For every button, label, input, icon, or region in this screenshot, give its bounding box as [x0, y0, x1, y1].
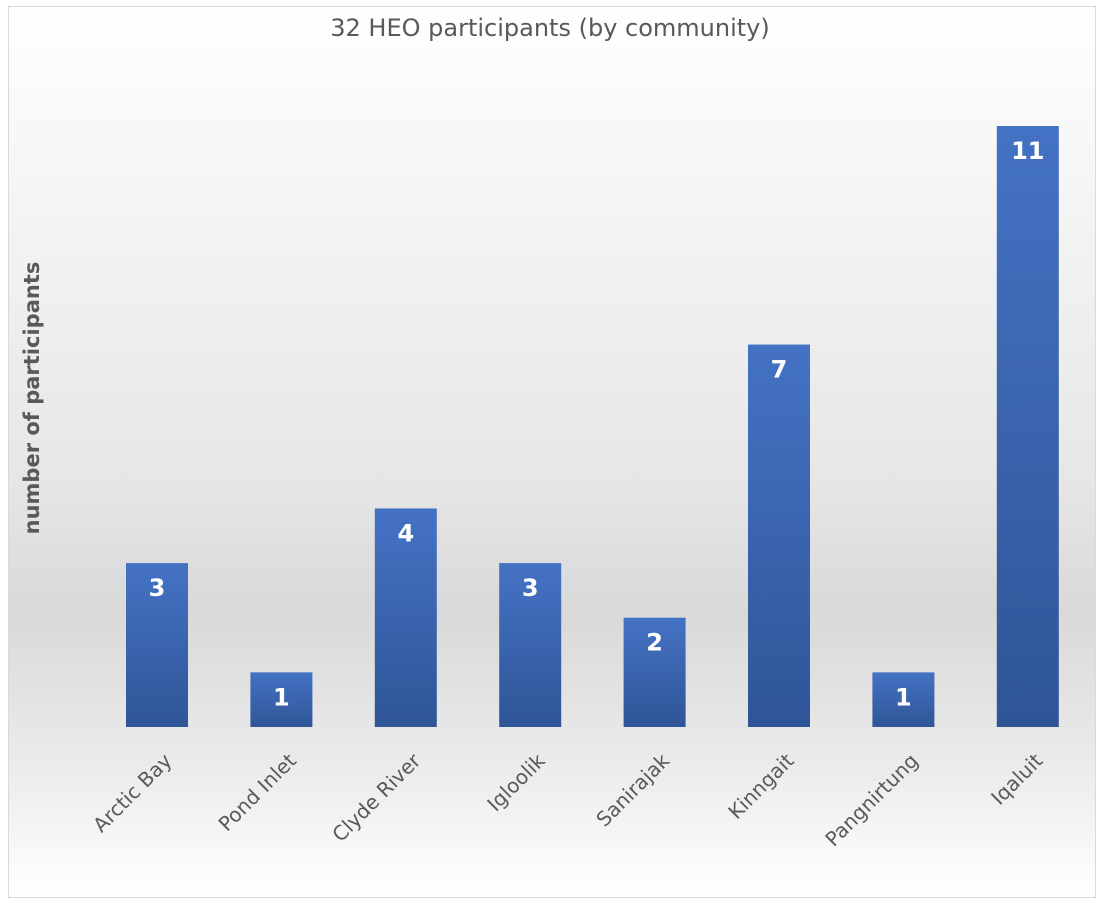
x-tick-label: Iqaluit — [986, 748, 1047, 809]
data-label: 1 — [273, 683, 290, 711]
x-tick-label: Pond Inlet — [214, 748, 302, 836]
bar-pangnirtung — [872, 672, 935, 727]
bar-igloolik — [499, 563, 562, 727]
x-tick-label: Sanirajak — [591, 748, 674, 831]
bar-clyde-river — [374, 508, 437, 727]
x-tick-label: Pangnirtung — [820, 749, 923, 852]
data-label: 1 — [895, 683, 912, 711]
bar-kinngait — [748, 344, 810, 727]
x-tick-label: Kinngait — [723, 748, 798, 823]
data-label: 3 — [522, 574, 539, 602]
x-tick-label: Arctic Bay — [88, 748, 177, 837]
x-tick-label: Igloolik — [482, 748, 550, 816]
chart-area — [8, 6, 1096, 898]
data-label: 3 — [149, 574, 166, 602]
bar-iqaluit — [996, 126, 1059, 727]
bar-arctic-bay — [126, 563, 188, 727]
data-label: 11 — [1011, 137, 1044, 165]
bar-sanirajak — [623, 617, 686, 727]
data-label: 7 — [771, 356, 788, 384]
chart-title: 32 HEO participants (by community) — [330, 14, 770, 42]
bar-pond-inlet — [250, 672, 313, 727]
data-label: 4 — [397, 519, 414, 547]
x-tick-label: Clyde River — [327, 748, 426, 847]
data-label: 2 — [646, 629, 663, 657]
